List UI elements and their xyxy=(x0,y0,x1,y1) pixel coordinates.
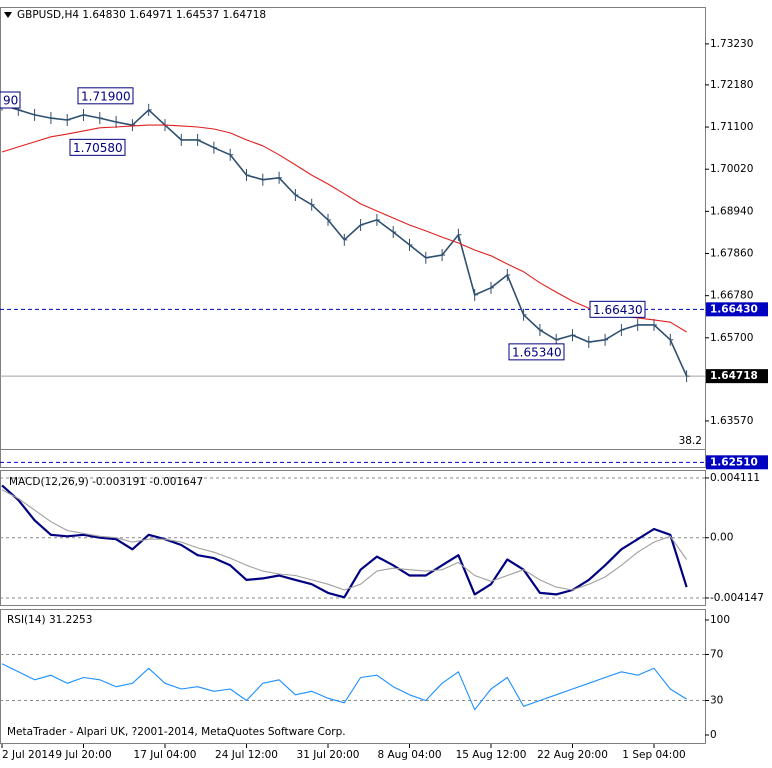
annotation-box xyxy=(589,300,646,318)
price-level-label: 1.64718 xyxy=(710,370,758,382)
price-title: GBPUSD,H4 1.64830 1.64971 1.64537 1.6471… xyxy=(17,9,266,21)
x-tick-label: 22 Aug 20:00 xyxy=(537,749,608,761)
x-tick-label: 15 Aug 12:00 xyxy=(456,749,527,761)
y-tick-label: 1.66780 xyxy=(710,290,753,302)
x-tick-label: 17 Jul 04:00 xyxy=(134,749,197,761)
y-tick-label: 1.63570 xyxy=(710,415,753,427)
price-level-label: 1.66430 xyxy=(710,303,758,315)
x-tick-label: 24 Jul 12:00 xyxy=(215,749,278,761)
x-tick-label: 1 Sep 04:00 xyxy=(622,749,685,761)
annotation-label: 90 xyxy=(3,94,18,108)
x-tick-label: 8 Aug 04:00 xyxy=(377,749,441,761)
y-tick-label: 70 xyxy=(710,649,723,661)
caption: MetaTrader - Alpari UK, ?2001-2014, Meta… xyxy=(7,726,346,738)
annotation-label: 1.71900 xyxy=(81,89,131,103)
y-tick-label: 1.72180 xyxy=(710,79,753,91)
series-line xyxy=(1,489,688,591)
y-tick-label: 0.004111 xyxy=(710,472,760,484)
macd-title: MACD(12,26,9) -0.003191 -0.001647 xyxy=(9,476,203,488)
y-tick-label: 0 xyxy=(710,729,717,741)
panel-marker xyxy=(4,12,12,18)
y-tick-label: 1.65700 xyxy=(710,332,753,344)
annotation-box xyxy=(77,87,134,105)
y-tick-label: 1.70020 xyxy=(710,163,753,175)
y-tick-label: 1.67860 xyxy=(710,248,753,260)
price-level-label: 1.62510 xyxy=(710,456,758,468)
rsi-panel-frame xyxy=(0,609,706,744)
y-tick-label: 0.00 xyxy=(710,532,733,544)
y-tick-label: 1.71100 xyxy=(710,121,753,133)
annotation-box xyxy=(0,91,21,109)
rsi-title: RSI(14) 31.2253 xyxy=(7,614,92,626)
x-tick-label: 31 Jul 20:00 xyxy=(297,749,360,761)
price-level-label-box xyxy=(706,369,768,384)
annotation-label: 1.65340 xyxy=(512,345,562,359)
fibo-level-label: 38.2 xyxy=(679,435,702,447)
annotation-box xyxy=(508,343,565,361)
x-tick-label: 9 Jul 20:00 xyxy=(55,749,111,761)
y-tick-label: -0.004147 xyxy=(710,592,764,604)
price-level-label-box xyxy=(706,302,768,317)
annotation-label: 1.70580 xyxy=(73,141,123,155)
price-level-label-box xyxy=(706,455,768,470)
y-tick-label: 1.68940 xyxy=(710,205,753,217)
y-tick-label: 100 xyxy=(710,614,730,626)
annotation-label: 1.66430 xyxy=(593,303,643,317)
y-tick-label: 1.73230 xyxy=(710,38,753,50)
annotation-box xyxy=(69,138,126,156)
x-tick-label: 2 Jul 2014 xyxy=(2,749,55,761)
series-line xyxy=(1,663,687,711)
price-panel-frame xyxy=(0,7,706,468)
series-line xyxy=(1,124,687,333)
y-tick-label: 30 xyxy=(710,695,723,707)
